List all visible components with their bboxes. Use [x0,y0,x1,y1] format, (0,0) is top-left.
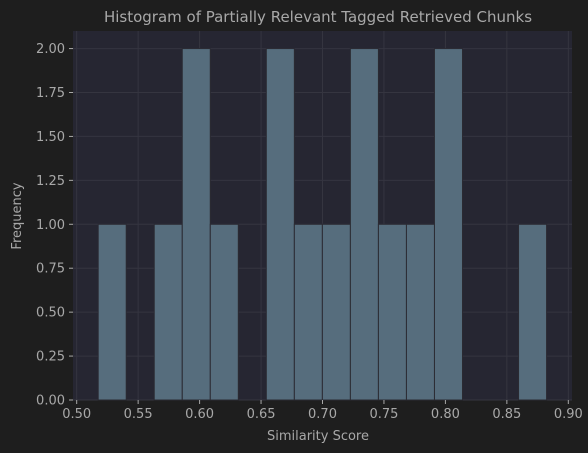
chart-title: Histogram of Partially Relevant Tagged R… [104,8,532,26]
y-tick-label: 1.50 [36,130,65,145]
y-tick-label: 1.25 [36,174,65,189]
histogram-bar-4 [209,223,239,401]
y-tick-label: 0.00 [36,394,65,409]
histogram-bar-11 [405,223,435,401]
y-tick-label: 1.00 [36,218,65,233]
histogram-bar-0 [97,223,127,401]
x-tick-label: 0.60 [185,407,214,422]
y-tick-label: 1.75 [36,86,65,101]
y-tick-label: 0.75 [36,262,65,277]
y-axis-label: Frequency [10,182,25,249]
x-tick-label: 0.85 [492,407,521,422]
y-tick-label: 2.00 [36,42,65,57]
y-tick-label: 0.50 [36,306,65,321]
histogram-bar-12 [433,48,463,401]
histogram-bar-8 [321,223,351,401]
bars-layer [97,48,548,401]
x-axis-label: Similarity Score [267,429,369,444]
tick-label-layer: 0.50 0.55 0.60 0.65 0.70 0.75 0.80 0.85 0.90 0.00… [36,42,583,422]
x-tick-label: 0.65 [247,407,276,422]
histogram-bar-10 [377,223,407,401]
x-tick-label: 0.80 [431,407,460,422]
histogram-bar-15 [518,223,548,401]
histogram-bar-3 [181,48,211,401]
x-tick-label: 0.70 [308,407,337,422]
histogram-bar-6 [265,48,295,401]
x-tick-label: 0.50 [62,407,91,422]
y-tick-label: 0.25 [36,350,65,365]
x-tick-label: 0.90 [554,407,583,422]
x-tick-label: 0.75 [369,407,398,422]
axis-layer [69,48,569,404]
histogram-bar-7 [293,223,323,401]
histogram-bar-9 [349,48,379,401]
x-tick-label: 0.55 [124,407,153,422]
histogram-bar-2 [153,223,183,401]
